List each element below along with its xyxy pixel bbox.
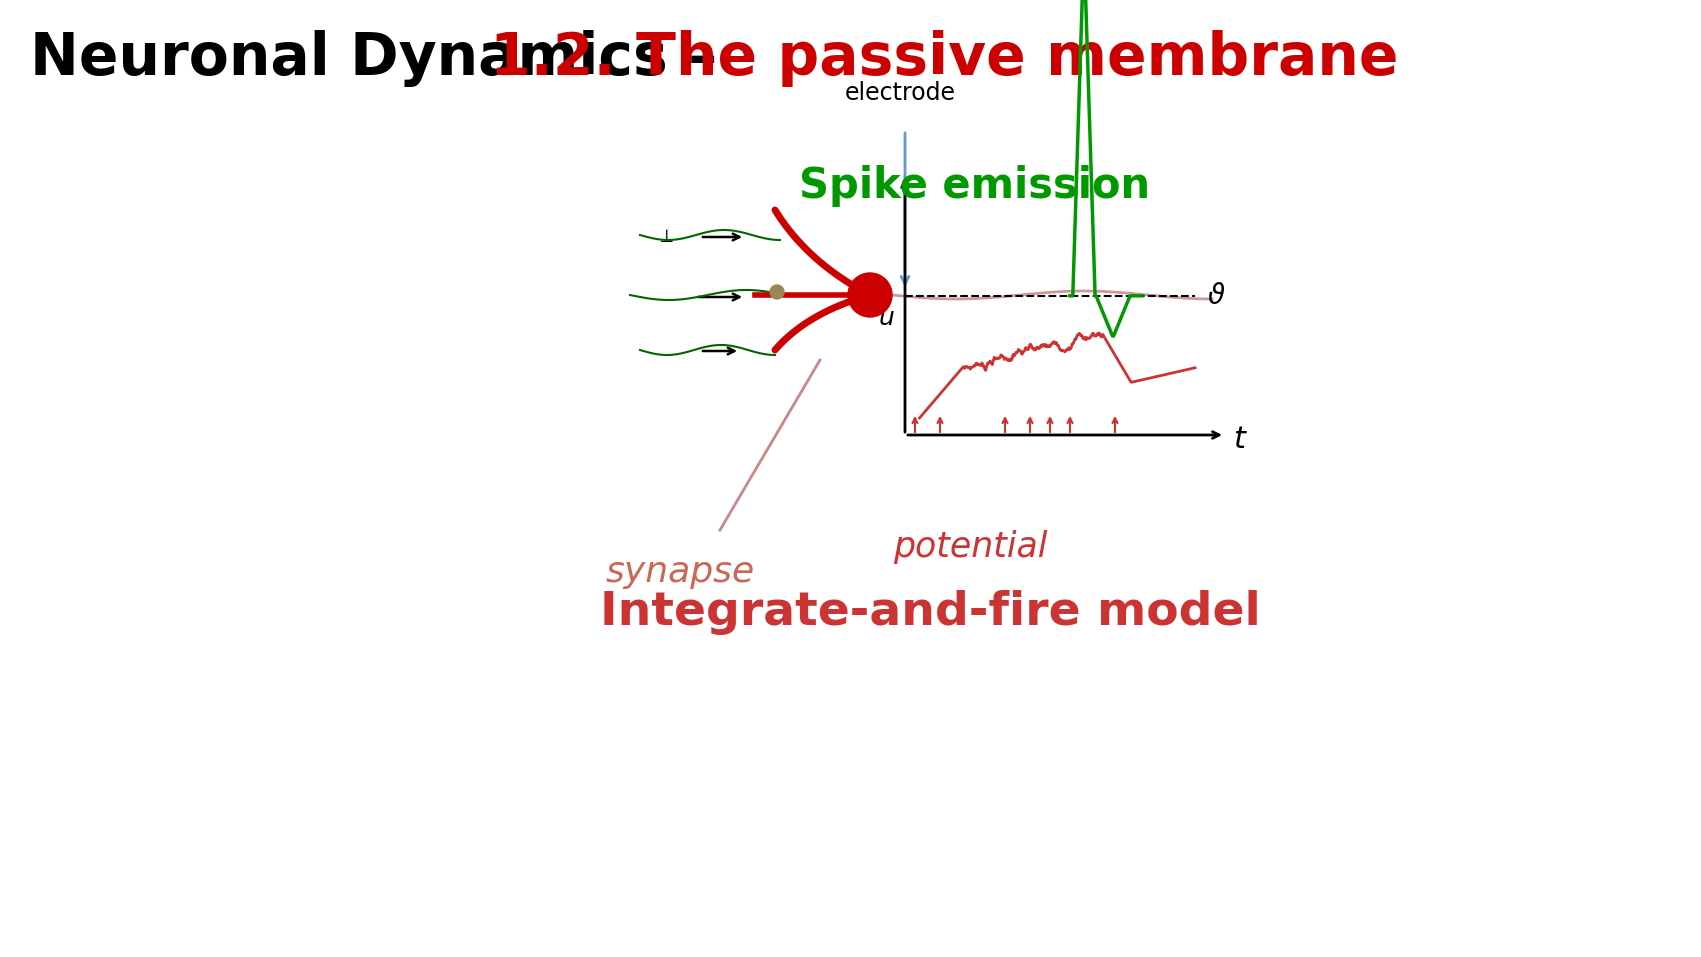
Text: potential: potential	[893, 530, 1048, 564]
Text: 1.2. The passive membrane: 1.2. The passive membrane	[490, 30, 1398, 87]
Text: $\vartheta$: $\vartheta$	[1208, 281, 1226, 310]
Circle shape	[849, 273, 891, 317]
Text: $t$: $t$	[1233, 426, 1249, 455]
Text: Spike emission: Spike emission	[799, 165, 1150, 207]
Text: $u$: $u$	[878, 306, 895, 330]
Text: $\perp$: $\perp$	[657, 228, 674, 247]
Text: Integrate-and-fire model: Integrate-and-fire model	[600, 590, 1260, 635]
Text: electrode: electrode	[844, 81, 956, 105]
Text: Neuronal Dynamics –: Neuronal Dynamics –	[31, 30, 738, 87]
Circle shape	[771, 285, 784, 299]
Text: synapse: synapse	[606, 555, 755, 589]
